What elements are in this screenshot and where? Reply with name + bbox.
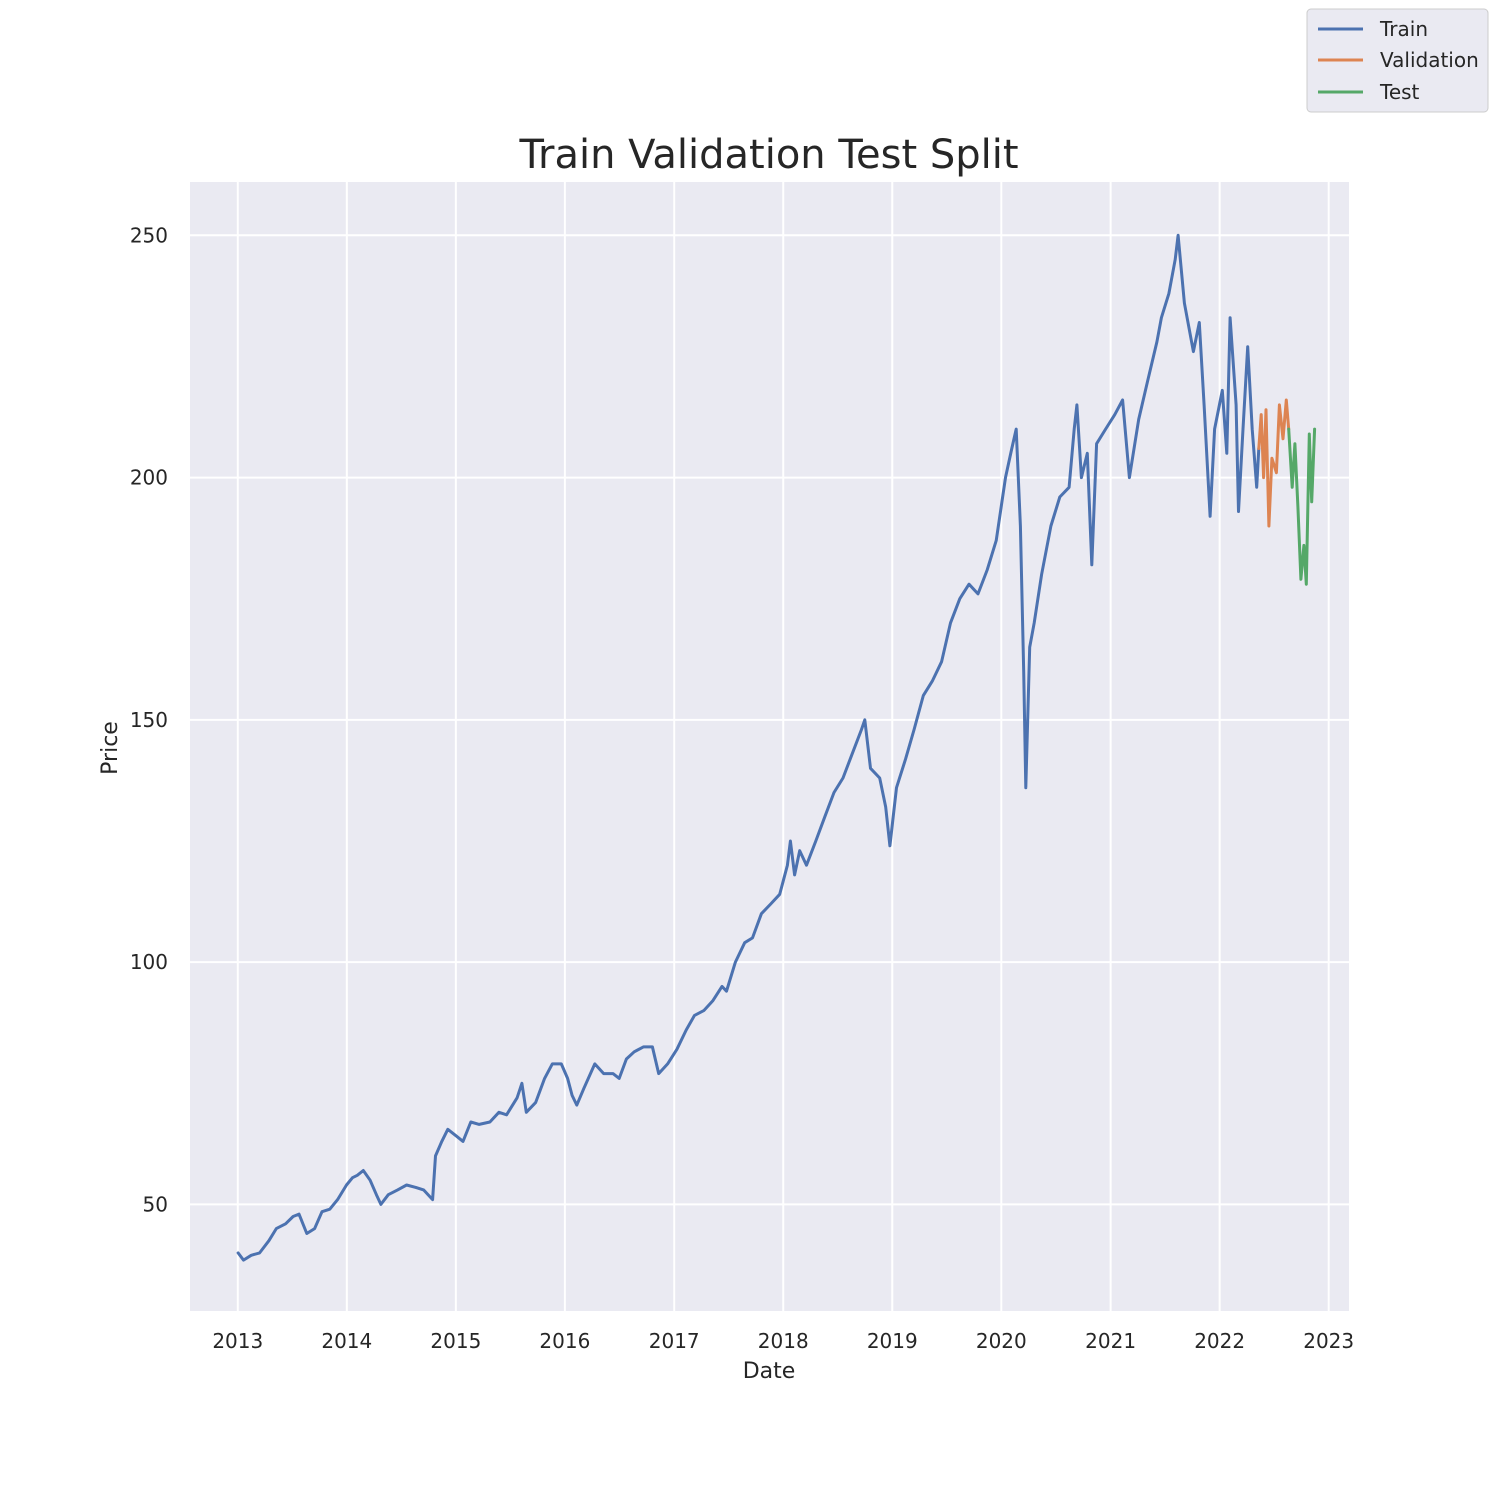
x-tick-label: 2021 — [1085, 1329, 1136, 1353]
series-line-train — [236, 233, 1261, 1262]
x-tick-label: 2013 — [212, 1329, 263, 1353]
legend-label-test: Test — [1379, 80, 1420, 104]
series-line-test — [1287, 427, 1317, 586]
x-axis-title: Date — [743, 1359, 796, 1384]
x-tick-label: 2023 — [1303, 1329, 1354, 1353]
x-tick-label: 2015 — [430, 1329, 481, 1353]
series-line-validation — [1257, 398, 1291, 528]
legend-label-train: Train — [1379, 17, 1428, 41]
y-axis-title: Price — [98, 721, 123, 775]
y-tick-label: 150 — [130, 708, 168, 732]
legend-label-validation: Validation — [1380, 48, 1479, 72]
x-tick-label: 2019 — [867, 1329, 918, 1353]
x-tick-label: 2017 — [649, 1329, 700, 1353]
x-tick-label: 2018 — [758, 1329, 809, 1353]
x-tick-labels: 2013 2014 2015 2016 2017 2018 2019 2020 2021 2022… — [212, 1329, 1354, 1353]
y-tick-label: 200 — [130, 466, 168, 490]
x-tick-label: 2014 — [321, 1329, 372, 1353]
y-tick-label: 100 — [130, 950, 168, 974]
grid — [190, 182, 1349, 1311]
y-tick-label: 50 — [143, 1192, 168, 1216]
x-tick-label: 2020 — [976, 1329, 1027, 1353]
x-tick-label: 2022 — [1194, 1329, 1245, 1353]
plot-background — [190, 182, 1349, 1311]
legend: Train Validation Test — [1306, 8, 1489, 113]
x-tick-label: 2016 — [539, 1329, 590, 1353]
legend-box — [1306, 8, 1489, 113]
chart-title: Train Validation Test Split — [518, 132, 1018, 178]
series-lines — [236, 233, 1317, 1262]
y-tick-label: 250 — [130, 223, 168, 247]
y-tick-labels: 50 100 150 200 250 — [130, 223, 168, 1216]
